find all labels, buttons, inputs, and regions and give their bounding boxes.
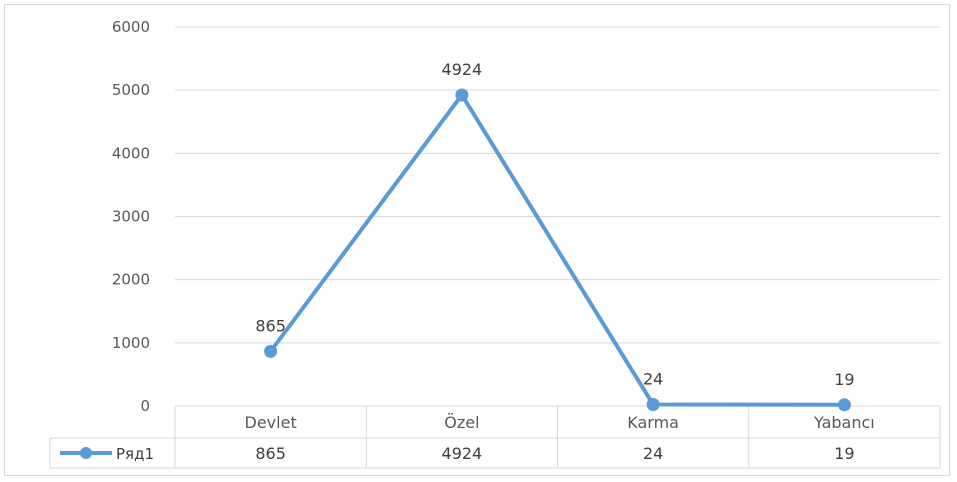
category-label: Özel (444, 413, 479, 432)
y-tick-label: 1000 (112, 334, 150, 352)
data-label: 4924 (442, 60, 483, 79)
legend-key-marker (80, 447, 92, 459)
data-label: 865 (255, 316, 286, 335)
chart-frame (4, 4, 950, 476)
data-point (646, 397, 660, 411)
data-label: 19 (834, 370, 854, 389)
table-value-cell: 24 (643, 444, 663, 463)
y-tick-label: 3000 (112, 208, 150, 226)
category-label: Yabancı (813, 413, 875, 432)
legend-series-name: Ряд1 (116, 445, 154, 463)
y-tick-label: 6000 (112, 18, 150, 36)
data-point (837, 398, 851, 412)
series-line-group (264, 88, 851, 412)
y-axis-ticks: 0 1000 2000 3000 4000 5000 6000 (112, 18, 150, 415)
y-tick-label: 4000 (112, 144, 150, 162)
category-label: Karma (627, 413, 679, 432)
table-value-cell: 19 (834, 444, 854, 463)
table-value-cell: 4924 (442, 444, 483, 463)
data-table: Devlet Özel Karma Yabancı Ряд1 865 4924 24 19 (49, 405, 941, 469)
table-value-cell: 865 (255, 444, 286, 463)
data-label: 24 (643, 369, 663, 388)
data-point (264, 344, 278, 358)
data-point (455, 88, 469, 102)
data-labels: 865 4924 24 19 (255, 60, 854, 389)
y-tick-label: 2000 (112, 271, 150, 289)
series-line (269, 92, 845, 407)
y-tick-label: 5000 (112, 81, 150, 99)
category-label: Devlet (245, 413, 297, 432)
gridlines (175, 26, 940, 344)
y-tick-label: 0 (140, 397, 150, 415)
